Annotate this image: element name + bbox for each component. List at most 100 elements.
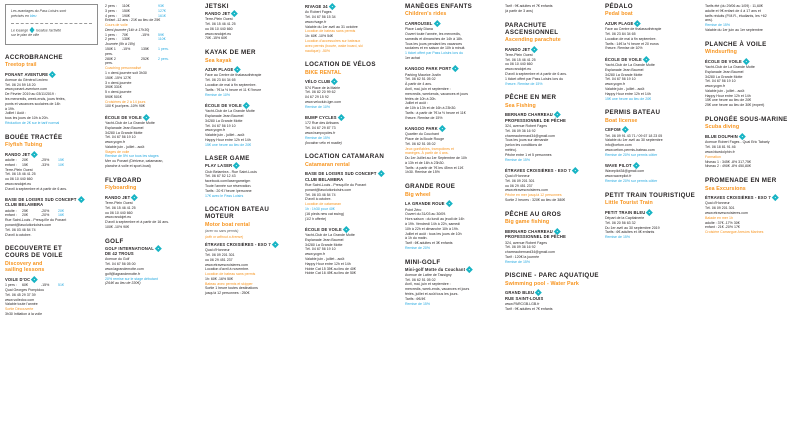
detail-line-3: 5 x demi-journée (105, 90, 132, 95)
category-heading: LOCATION DE VÉLOS (305, 61, 376, 69)
detail-line: 70€ -15% 60€ (205, 36, 228, 41)
detail-line: Sortie 1 heure toutes destinations (205, 286, 258, 291)
detail-line: Valable du 1er avril au 31 octobre (305, 24, 358, 29)
detail-line: Tarifs : 7€ la ½ heure et 11 € l'heure (205, 87, 262, 92)
detail-line: 324, avenue Robert Fages (505, 240, 547, 245)
map-locator-diamond-icon (331, 78, 338, 85)
detail-line: Face au Centre de thalassothérapie (605, 27, 662, 32)
detail-line: www.veloclub-lgm.com (305, 100, 342, 105)
detail-line: Place de la Boule Rouge (405, 137, 445, 142)
detail-line: Tél. 06 15 46 41 25 (505, 57, 536, 62)
category-heading-en-line2: sailing lessons (5, 267, 45, 274)
provider-name-line2: CLUB BELAMBRA (305, 177, 399, 183)
detail-line: Av Robert Fages (305, 10, 332, 15)
detail-line: 324, avenue Robert Fages (505, 124, 547, 129)
detail-line: D'avril à septembre et à partir de 16 an… (105, 220, 169, 225)
detail-line: Tarif : 6€ adultes et 3€ enfants (405, 241, 453, 246)
detail-line: Juillet et août : tous les jours de 10h (405, 231, 462, 236)
detail-line: www.randojet.eu (505, 67, 532, 72)
detail-line: D'avril à octobre. (305, 197, 332, 202)
detail-line: Quai d'Honneur (705, 201, 730, 206)
detail-line: 34280 La Grande Motte (705, 74, 743, 79)
category-heading: LASER GAME (205, 155, 250, 163)
price-cell-c1: 4 pers : (105, 13, 117, 18)
column-4: RIVAGE 34 Av Robert Fages Tél. 04 67 56 15… (305, 3, 405, 423)
category-heading-line2: COURS DE VOILE (5, 252, 63, 260)
detail-line: www.lagrandemotte.com (105, 267, 144, 272)
provider-name-text: RANDO JET (5, 151, 31, 157)
price-cell-c1: enfant : (5, 213, 17, 218)
price-row: enfant : 20€ -20% 16€ (5, 213, 99, 218)
provider-name-text: Mini-golf Motte du Couchant (405, 266, 466, 272)
detail-line: www.ycgm.fr (605, 82, 626, 87)
category-heading-en: Treetop trail (5, 61, 37, 68)
provider-name-line2-text: PROFESSIONNEL DE PÊCHE (505, 234, 566, 240)
provider-name: BERNARD CHARREAU (505, 227, 599, 235)
detail-line: www.ycgm.fr (705, 84, 726, 89)
detail-line: à 19h. Vendredi 14h à 22h, samedi (405, 221, 461, 226)
price-cell-c1: 1 pers : (105, 32, 117, 37)
category-heading-en: Flyboarding (105, 185, 137, 192)
price-cell-c4: 51€ (58, 283, 64, 288)
provider-block: Mini-golf Motte du Couchant Avenue de Lat… (405, 265, 499, 307)
price-cell-c1: 2 pers : (105, 37, 117, 42)
provider-name: Mini-golf Motte du Couchant (405, 265, 499, 273)
map-locator-diamond-icon (342, 225, 350, 233)
category-heading-en: Flyfish Tubing (5, 142, 43, 149)
category-heading: ACCROBRANCHE (5, 53, 63, 61)
provider-name-text: KANGOO PARK (405, 125, 438, 131)
detail-line: Yacht-Club de La Grande Motte (605, 63, 655, 68)
detail-line: les mercredis, week-ends, jours fériés, (5, 96, 66, 101)
detail-line: ou 06 10 440 660 (205, 26, 233, 31)
category-heading: PERMIS BATEAU (605, 109, 661, 117)
price-row: 2 pers : 110€ 93€ (105, 4, 199, 9)
detail-line: Valable du 1er avril au 30 septembre (605, 138, 663, 143)
detail-line: samedis et dimanches de 14h à 18h. (405, 36, 463, 41)
provider-name: VÉLO CLUB (305, 78, 399, 85)
provider-block: ÉCOLE DE VOILE Yacht-Club de La Grande Mo… (205, 101, 299, 148)
price-cell-c4: 93€ (158, 4, 164, 8)
provider-name-text: VÉLO CLUB (305, 79, 331, 85)
detail-line: 1 ticket offert par Pass Loisirs lors du (505, 76, 564, 81)
provider-name: RANDO JET (505, 45, 599, 53)
category-heading-en: Big game fishing (505, 219, 550, 226)
detail-line: Tél. 06 82 20 99 62 (305, 90, 336, 95)
provider-name-text: WAVE PILOT (605, 162, 632, 168)
detail-line: Tél. 06 09 201 301 (205, 252, 235, 257)
detail-line: avec permis (bouée, wake board, ski (305, 43, 363, 48)
detail-line: (1/2 h offerte) (305, 216, 327, 221)
detail-line-3: 1 x demi-journée soit 3h30 (105, 70, 147, 75)
category-heading: GOLF (105, 237, 124, 245)
provider-name-text: ÉTRAVES CROISIÈRES - EXO 7 (505, 167, 571, 173)
map-locator-diamond-icon (31, 150, 38, 158)
detail-line: Tél. 06 62 51 05 02 (405, 141, 436, 146)
price-cell-c2: 25€ (22, 208, 28, 213)
price-cell-c2: 20€ (22, 157, 28, 162)
category-heading: PÉDALO (605, 3, 633, 10)
provider-name: ÉTRAVES CROISIÈRES - EXO 7 (705, 194, 800, 201)
map-locator-diamond-icon (271, 240, 279, 248)
detail-line: Avenue Robert Fages - Quai Eric Tabarly (705, 140, 770, 145)
detail-line: ponant@lasolutionloisirs.com (305, 187, 352, 192)
legend-divider (11, 23, 92, 24)
provider-name-text: PLAY LASER (205, 163, 233, 169)
provider-name-text: ÉCOLE DE VOILE (305, 226, 342, 232)
detail-line: Tarif : 9€ adultes et 7€ enfants (505, 4, 553, 8)
map-locator-diamond-icon (634, 20, 641, 27)
detail-line: www.ponant-aventure.com (5, 87, 47, 92)
category-heading-en: Motor boat rental (205, 221, 250, 228)
category-heading-en: Children's rides (405, 11, 447, 18)
category-heading-en: Boat license (605, 117, 638, 124)
detail-line: Happy Hour entre 12h et 14h (305, 261, 351, 266)
detail-line: info@cefom.com (605, 143, 632, 148)
provider-name: RIVAGE 34 (305, 3, 399, 10)
provider-name-text: RANDO JET (105, 194, 131, 200)
detail-line: Sortie Découverte (5, 307, 34, 312)
detail-line-3: 3 x demi-journée (105, 80, 132, 85)
detail-line: Croisière Camargue Aresòrs Marines (705, 230, 764, 235)
detail-line: Tél. 04 67 56 19 10 (205, 123, 236, 128)
detail-line: Location de bateau sans permis (305, 29, 356, 34)
category-heading-en: Windsurfing (705, 49, 737, 56)
detail-line: Avenue du Golf (105, 257, 130, 262)
